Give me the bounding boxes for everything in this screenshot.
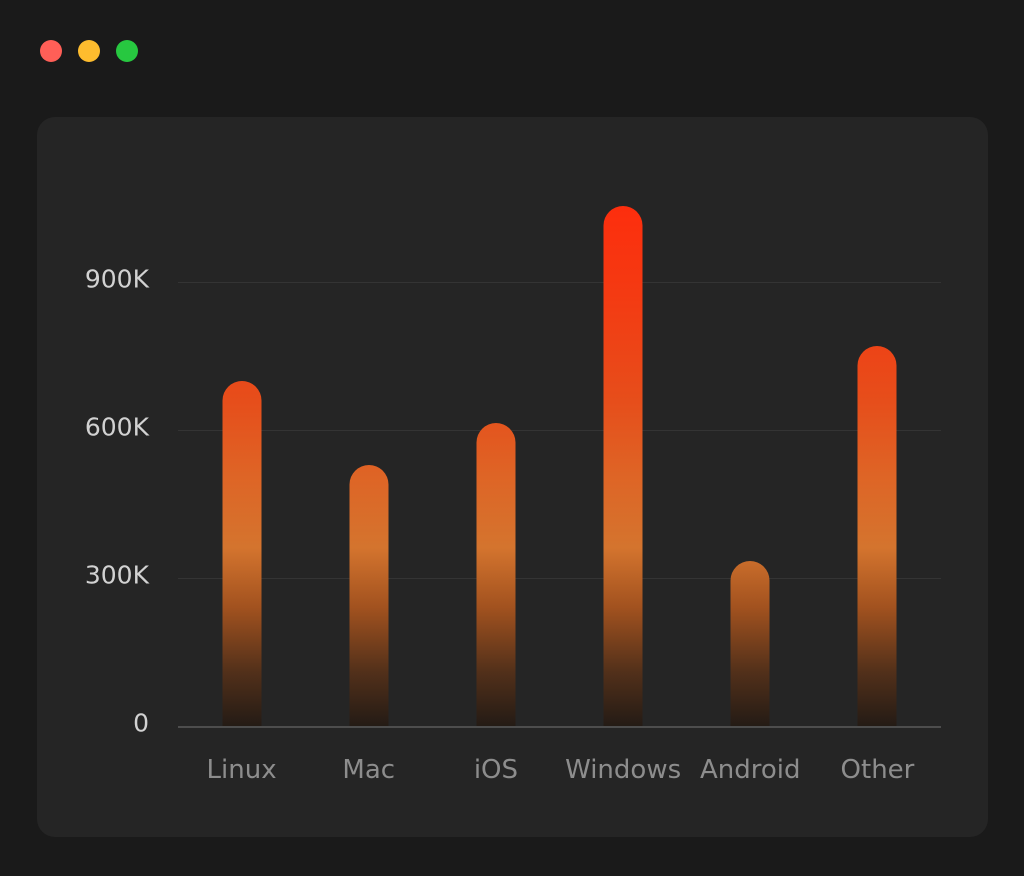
y-tick-label: 0 xyxy=(133,708,149,738)
x-label-mac: Mac xyxy=(342,755,396,785)
bar-column-windows xyxy=(560,186,687,726)
window-controls xyxy=(40,40,138,62)
bar-column-ios xyxy=(432,186,559,726)
zoom-button[interactable] xyxy=(116,40,138,62)
x-axis-line xyxy=(178,726,941,728)
x-axis-labels: Linux Mac iOS Windows Android Other xyxy=(178,755,941,785)
bar-column-linux xyxy=(178,186,305,726)
y-tick-label: 600K xyxy=(84,412,149,442)
y-tick-label: 900K xyxy=(84,264,149,294)
x-label-android: Android xyxy=(700,755,801,785)
bar-linux xyxy=(222,381,262,726)
bar-chart: 900K 600K 300K 0 Linux Mac iOS Windows Android Ot… xyxy=(37,117,988,837)
bar-other xyxy=(857,346,897,726)
close-button[interactable] xyxy=(40,40,62,62)
bar-column-other xyxy=(814,186,941,726)
gridline xyxy=(178,282,941,284)
x-label-windows: Windows xyxy=(565,755,682,785)
gridline xyxy=(178,430,941,432)
gridline xyxy=(178,578,941,580)
minimize-button[interactable] xyxy=(78,40,100,62)
bar-android xyxy=(730,561,770,726)
bar-column-mac xyxy=(305,186,432,726)
bar-mac xyxy=(349,465,389,726)
chart-panel: 900K 600K 300K 0 Linux Mac iOS Windows Android Ot… xyxy=(37,117,988,837)
x-label-linux: Linux xyxy=(206,755,277,785)
bar-ios xyxy=(476,423,516,726)
bar-column-android xyxy=(687,186,814,726)
x-label-ios: iOS xyxy=(473,755,519,785)
y-tick-label: 300K xyxy=(84,560,149,590)
plot-area xyxy=(178,186,941,726)
bar-windows xyxy=(603,206,643,726)
x-label-other: Other xyxy=(840,755,915,785)
